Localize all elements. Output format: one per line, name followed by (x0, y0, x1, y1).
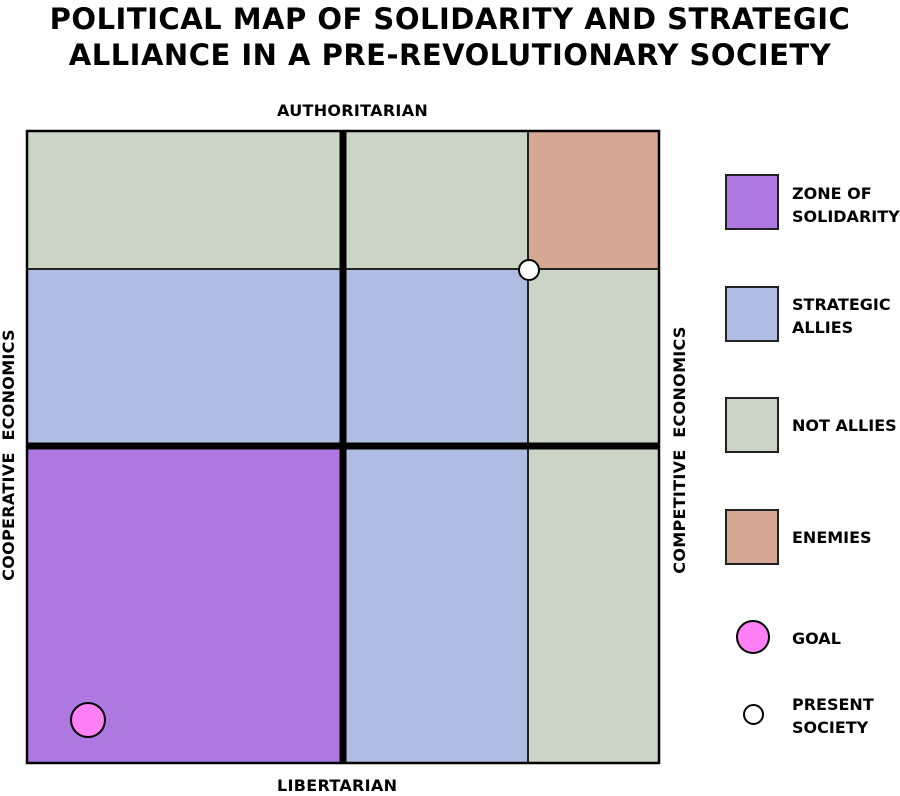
legend-label-present: PRESENT SOCIETY (792, 693, 900, 739)
title-line-1: POLITICAL MAP OF SOLIDARITY AND STRATEGI… (49, 2, 851, 36)
legend-label-allies-line2: ALLIES (792, 318, 854, 337)
legend-swatch-enemies (725, 509, 779, 565)
legend-goal-dot (736, 620, 770, 654)
axis-label-bottom: LIBERTARIAN (277, 776, 398, 795)
legend-swatch-allies (725, 286, 779, 342)
legend-label-solidarity-line1: ZONE OF (792, 184, 872, 203)
legend-label-goal: GOAL (792, 629, 841, 648)
region-allies-middle-center (343, 269, 528, 446)
legend-present-dot (743, 704, 764, 725)
legend-label-allies-line1: STRATEGIC (792, 295, 891, 314)
legend-label-present-line1: PRESENT (792, 695, 874, 714)
map-border (25, 129, 661, 765)
axis-label-right: COMPETITIVE ECONOMICS (670, 326, 689, 574)
legend-label-allies: STRATEGIC ALLIES (792, 293, 900, 339)
legend-label-not-allies: NOT ALLIES (792, 416, 897, 435)
legend-label-present-line2: SOCIETY (792, 718, 869, 737)
present-society-marker (518, 259, 540, 281)
region-not-allies-bottom-right (528, 446, 659, 763)
legend-label-enemies: ENEMIES (792, 528, 872, 547)
region-not-allies-middle-right (528, 269, 659, 446)
axis-label-top: AUTHORITARIAN (277, 101, 429, 120)
legend-label-solidarity: ZONE OF SOLIDARITY (792, 182, 900, 228)
title-line-2: ALLIANCE IN A PRE-REVOLUTIONARY SOCIETY (68, 38, 832, 72)
region-allies-bottom-center (343, 446, 528, 763)
legend-swatch-not-allies (725, 397, 779, 453)
legend-swatch-solidarity (725, 174, 779, 230)
region-not-allies-top-middle (343, 131, 528, 269)
legend-label-solidarity-line2: SOLIDARITY (792, 207, 900, 226)
region-not-allies-top-left (27, 131, 343, 269)
axis-label-left: COOPERATIVE ECONOMICS (0, 329, 18, 581)
region-enemies (528, 131, 659, 269)
goal-marker (70, 702, 106, 738)
region-allies-middle-left (27, 269, 343, 446)
